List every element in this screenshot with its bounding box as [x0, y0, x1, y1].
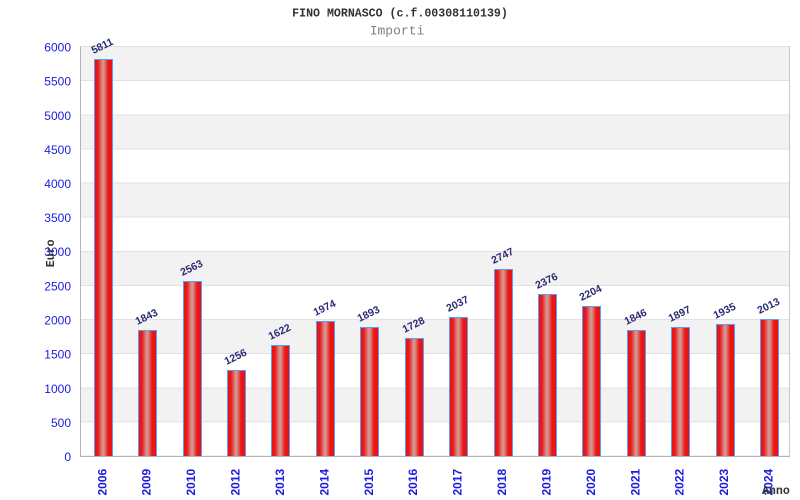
svg-text:2021: 2021 [628, 468, 642, 495]
svg-text:Euro: Euro [45, 239, 58, 267]
svg-text:2017: 2017 [451, 468, 465, 495]
svg-text:5000: 5000 [44, 109, 71, 123]
svg-text:2023: 2023 [717, 468, 731, 495]
svg-text:5500: 5500 [44, 75, 71, 89]
svg-text:2500: 2500 [44, 279, 71, 293]
svg-text:4500: 4500 [44, 143, 71, 157]
svg-text:500: 500 [51, 416, 71, 430]
svg-text:3000: 3000 [44, 245, 71, 259]
svg-text:2022: 2022 [673, 468, 687, 495]
svg-text:3500: 3500 [44, 211, 71, 225]
svg-text:2024: 2024 [762, 468, 776, 495]
svg-text:2015: 2015 [362, 468, 376, 495]
svg-text:1000: 1000 [44, 382, 71, 396]
svg-text:2006: 2006 [95, 468, 109, 495]
svg-text:2020: 2020 [584, 468, 598, 495]
svg-text:4000: 4000 [44, 177, 71, 191]
svg-text:Anno: Anno [762, 485, 790, 498]
svg-text:0: 0 [64, 450, 71, 464]
svg-text:2012: 2012 [229, 468, 243, 495]
svg-text:Importi: Importi [370, 24, 425, 39]
svg-text:2018: 2018 [495, 468, 509, 495]
svg-text:2010: 2010 [184, 468, 198, 495]
svg-text:1500: 1500 [44, 348, 71, 362]
svg-text:2014: 2014 [317, 468, 331, 495]
svg-text:2013: 2013 [273, 468, 287, 495]
svg-text:6000: 6000 [44, 41, 71, 55]
svg-text:2016: 2016 [406, 468, 420, 495]
svg-text:FINO MORNASCO (c.f.00308110139: FINO MORNASCO (c.f.00308110139) [292, 7, 508, 20]
svg-text:2000: 2000 [44, 314, 71, 328]
svg-text:2019: 2019 [539, 468, 553, 495]
svg-text:2009: 2009 [140, 468, 154, 495]
